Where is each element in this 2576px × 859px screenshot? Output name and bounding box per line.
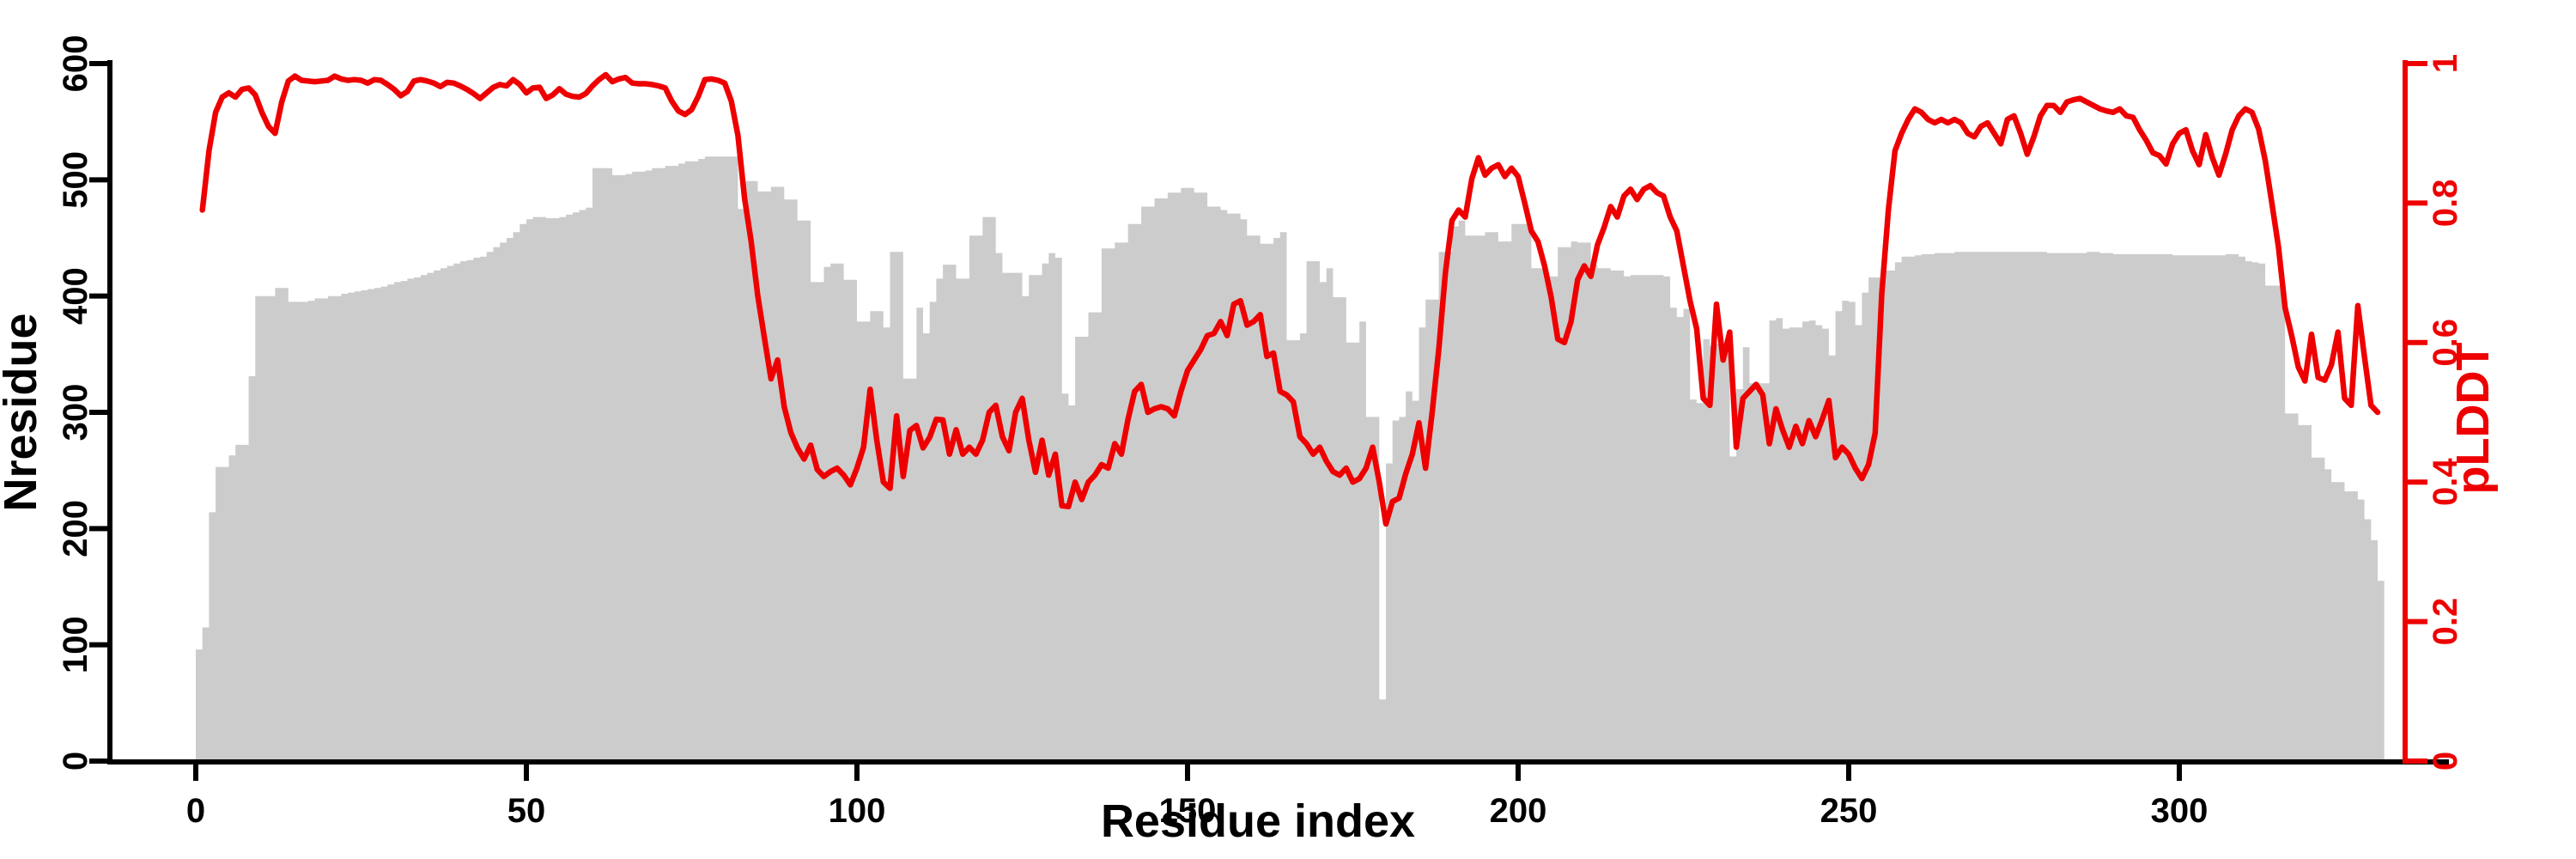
left-axis-tick-label: 500 bbox=[57, 151, 94, 209]
x-axis-tick-label: 0 bbox=[186, 792, 205, 830]
right-axis: 0 0.2 0.4 0.6 0.8 1 bbox=[2403, 54, 2464, 771]
x-axis-tick-label: 250 bbox=[1820, 792, 1878, 830]
left-axis-tick-label: 0 bbox=[57, 752, 94, 771]
right-axis-title: pLDDT bbox=[2447, 343, 2499, 495]
left-axis-title: Nresidue bbox=[0, 313, 46, 511]
left-axis-tick-label: 600 bbox=[57, 35, 94, 93]
x-axis-title: Residue index bbox=[1101, 795, 1415, 847]
right-axis-tick-label: 0.2 bbox=[2427, 598, 2464, 646]
left-axis-tick-label: 200 bbox=[57, 500, 94, 557]
right-axis-tick-label: 0.8 bbox=[2427, 180, 2464, 228]
right-axis-tick-label: 0 bbox=[2427, 752, 2464, 771]
left-axis-tick-label: 300 bbox=[57, 384, 94, 442]
plddt-line-layer bbox=[199, 71, 2381, 527]
nresidue-bars bbox=[196, 156, 2385, 762]
x-axis-tick-label: 150 bbox=[1159, 792, 1217, 830]
x-axis-tick-label: 200 bbox=[1490, 792, 1547, 830]
right-axis-tick-label: 0.4 bbox=[2427, 458, 2464, 506]
x-axis-tick-label: 100 bbox=[829, 792, 886, 830]
right-axis-tick-label: 0.6 bbox=[2427, 319, 2464, 367]
bottom-axis: 0 50 100 150 200 250 300 bbox=[107, 759, 2449, 830]
bars-layer bbox=[196, 156, 2385, 762]
left-axis-tick-label: 100 bbox=[57, 616, 94, 673]
left-axis-tick-label: 400 bbox=[57, 267, 94, 325]
left-axis: 0 100 200 300 400 500 600 bbox=[57, 35, 112, 771]
x-axis-tick-label: 300 bbox=[2151, 792, 2208, 830]
plddt-line bbox=[199, 71, 2381, 527]
right-axis-tick-label: 1 bbox=[2427, 54, 2464, 73]
x-axis-tick-label: 50 bbox=[507, 792, 546, 830]
